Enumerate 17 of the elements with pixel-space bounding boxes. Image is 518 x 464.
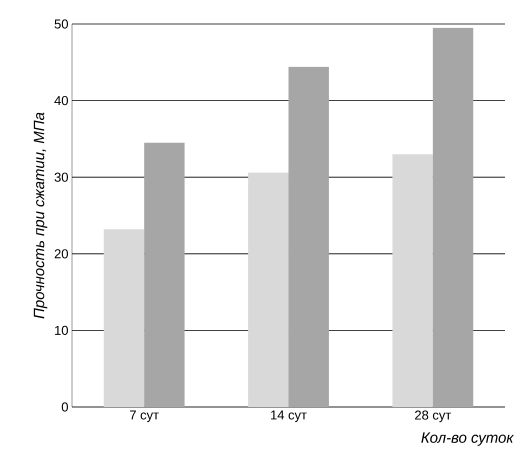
bar <box>392 154 433 407</box>
bar <box>104 229 144 407</box>
y-tick-label: 50 <box>54 19 68 29</box>
y-tick-label: 0 <box>62 402 68 412</box>
x-tick-label: 14 сут <box>271 410 307 422</box>
x-tick-label: 28 сут <box>415 410 452 422</box>
y-tick-label: 10 <box>55 326 68 335</box>
y-tick-label: 40 <box>54 96 68 106</box>
y-axis-title: Прочность при сжатии, МПа <box>34 112 48 318</box>
bar <box>432 28 474 407</box>
bar <box>248 172 289 407</box>
y-tick-label: 30 <box>54 172 68 182</box>
y-tick-label: 20 <box>54 249 68 258</box>
x-axis-title: Кол-во суток <box>421 432 514 446</box>
bar <box>288 66 329 407</box>
x-tick-label: 7 сут <box>130 410 159 422</box>
bar <box>144 142 185 407</box>
